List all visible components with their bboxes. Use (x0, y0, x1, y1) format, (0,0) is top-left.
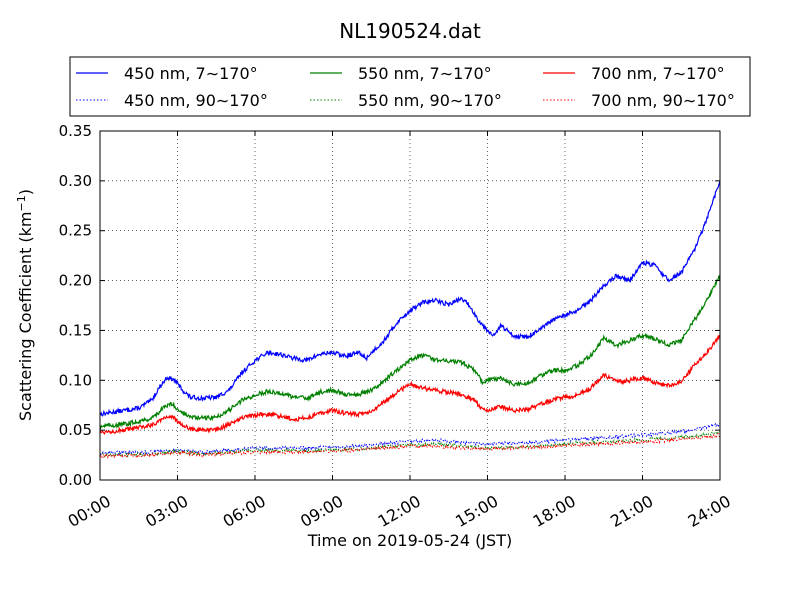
y-axis-label-sup: −1 (15, 195, 28, 211)
y-tick-label: 0.05 (59, 421, 92, 439)
y-tick-label: 0.30 (59, 172, 92, 190)
x-tick-label: 21:00 (607, 491, 656, 531)
x-tick-label: 15:00 (452, 491, 501, 531)
series-line (99, 274, 721, 430)
legend-frame (69, 56, 751, 117)
y-tick-label: 0.20 (59, 272, 92, 290)
series-line (99, 430, 721, 458)
legend-label: 700 nm, 90∼170° (591, 91, 735, 110)
y-tick-label: 0.10 (59, 371, 92, 389)
y-tick-label: 0.15 (59, 321, 92, 339)
series-line (99, 433, 721, 460)
x-axis-label: Time on 2019-05-24 (JST) (307, 531, 512, 550)
legend-label: 550 nm, 7∼170° (358, 64, 492, 83)
y-tick-label: 0.00 (59, 471, 92, 489)
x-tick-label: 06:00 (220, 491, 269, 531)
series-line (99, 334, 721, 436)
x-tick-label: 24:00 (685, 491, 734, 531)
x-tick-label: 03:00 (142, 491, 191, 531)
series-group (99, 180, 721, 460)
x-tick-label: 12:00 (375, 491, 424, 531)
legend-label: 700 nm, 7∼170° (591, 64, 725, 83)
legend-label: 550 nm, 90∼170° (358, 91, 502, 110)
x-tick-label: 18:00 (530, 491, 579, 531)
legend-label: 450 nm, 7∼170° (124, 64, 258, 83)
series-line (99, 422, 721, 456)
x-tick-label: 00:00 (65, 491, 114, 531)
y-axis-ticks: 0.00 0.05 0.10 0.15 0.20 0.25 0.30 0.35 (59, 122, 720, 489)
chart-title: NL190524.dat (339, 19, 481, 43)
x-axis-ticks: 00:00 03:00 06:00 09:00 12:00 15:00 18:00 21:00… (65, 131, 734, 531)
y-tick-label: 0.35 (59, 122, 92, 140)
legend: 450 nm, 7∼170° 450 nm, 90∼170° 550 nm, 7∼1… (69, 56, 751, 117)
x-tick-label: 09:00 (297, 491, 346, 531)
series-line (99, 180, 721, 417)
legend-label: 450 nm, 90∼170° (124, 91, 268, 110)
y-axis-label: Scattering Coefficient (km−1) (15, 189, 35, 421)
y-axis-label-close: ) (16, 189, 35, 195)
y-tick-label: 0.25 (59, 222, 92, 240)
y-axis-label-main: Scattering Coefficient (km (16, 211, 35, 421)
